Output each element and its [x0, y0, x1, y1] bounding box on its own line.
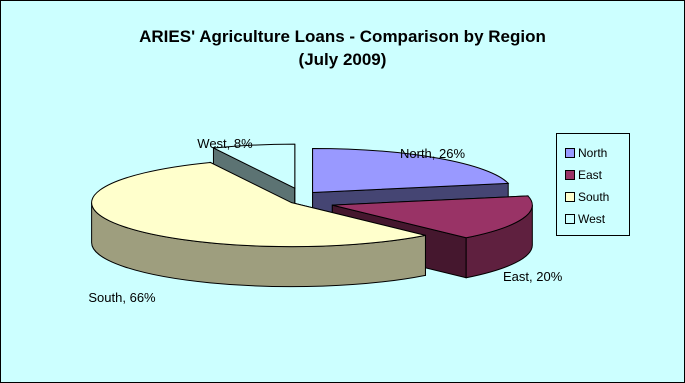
legend-item-east: East	[565, 164, 629, 186]
legend-label-north: North	[578, 146, 608, 160]
legend-swatch-south	[565, 192, 575, 202]
data-label-east: East, 20%	[503, 269, 563, 284]
legend-item-north: North	[565, 142, 629, 164]
legend-swatch-east	[565, 170, 575, 180]
data-label-north: North, 26%	[400, 146, 465, 161]
pie-slice-east	[332, 195, 533, 239]
legend-label-east: East	[578, 168, 603, 182]
pie-slice-west	[211, 143, 296, 189]
legend-item-west: West	[565, 208, 629, 230]
legend-swatch-north	[565, 148, 575, 158]
chart-subtitle: (July 2009)	[298, 50, 387, 69]
legend-label-south: South	[578, 190, 610, 204]
chart-legend: North East South West	[556, 133, 630, 236]
pie-slice-south	[91, 161, 426, 248]
legend-item-south: South	[565, 186, 629, 208]
legend-swatch-west	[565, 214, 575, 224]
data-label-south: South, 66%	[88, 290, 156, 305]
legend-label-west: West	[578, 212, 606, 226]
pie-slice-north	[312, 147, 510, 194]
chart-title: ARIES' Agriculture Loans - Comparison by…	[139, 27, 546, 46]
data-label-west: West, 8%	[197, 136, 253, 151]
